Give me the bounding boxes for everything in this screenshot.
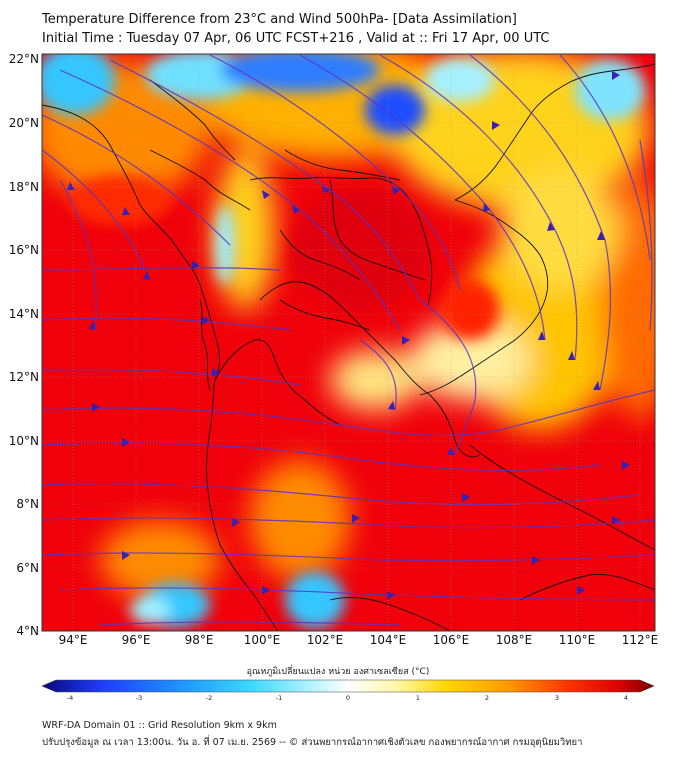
lon-label: 96°E [122,633,151,647]
temperature-field [42,54,655,631]
colorbar: -4 -3 -2 -1 0 1 2 3 4 [41,679,655,702]
lat-label: 22°N [9,52,39,66]
wind-streamlines [42,54,655,626]
lon-label: 98°E [185,633,214,647]
colorbar-title: อุณหภูมิเปลี่ยนแปลง หน่วย องศาเซลเซียส (… [246,667,430,677]
longitude-labels: 94°E 96°E 98°E 100°E 102°E 104°E 106°E 1… [59,633,659,647]
colorbar-ticks: -4 -3 -2 -1 0 1 2 3 4 [67,694,628,702]
colorbar-tick: 0 [346,694,350,702]
lon-label: 102°E [307,633,344,647]
lat-label: 20°N [9,116,39,130]
lon-label: 104°E [370,633,407,647]
lon-label: 94°E [59,633,88,647]
lat-label: 14°N [9,307,39,321]
lon-label: 100°E [244,633,281,647]
lat-label: 10°N [9,434,39,448]
colorbar-tick: -1 [276,694,282,702]
colorbar-tick: 1 [416,694,420,702]
colorbar-tick: -3 [136,694,142,702]
graticule [42,54,655,631]
colorbar-scale [41,679,655,693]
map-title: Temperature Difference from 23°C and Win… [42,12,517,27]
lon-label: 106°E [433,633,470,647]
colorbar-tick: 3 [555,694,559,702]
footer-model-info: WRF-DA Domain 01 :: Grid Resolution 9km … [42,720,277,731]
map-subtitle: Initial Time : Tuesday 07 Apr, 06 UTC FC… [42,31,550,46]
latitude-labels: 22°N 20°N 18°N 16°N 14°N 12°N 10°N 8°N 6… [9,52,39,638]
colorbar-tick: 4 [624,694,628,702]
footer-credit: ปรับปรุงข้อมูล ณ เวลา 13:00น. วัน อ. ที่… [42,737,583,748]
lon-label: 112°E [622,633,659,647]
wind-arrows [67,71,630,600]
lat-label: 18°N [9,180,39,194]
colorbar-tick: -2 [206,694,212,702]
lon-label: 108°E [496,633,533,647]
lat-label: 4°N [16,624,39,638]
map-frame [41,53,656,632]
lat-label: 12°N [9,370,39,384]
lon-label: 110°E [559,633,596,647]
lat-label: 8°N [16,497,39,511]
colorbar-tick: 2 [485,694,489,702]
coastlines [42,63,655,631]
colorbar-tick: -4 [67,694,73,702]
lat-label: 6°N [16,561,39,575]
lat-label: 16°N [9,243,39,257]
